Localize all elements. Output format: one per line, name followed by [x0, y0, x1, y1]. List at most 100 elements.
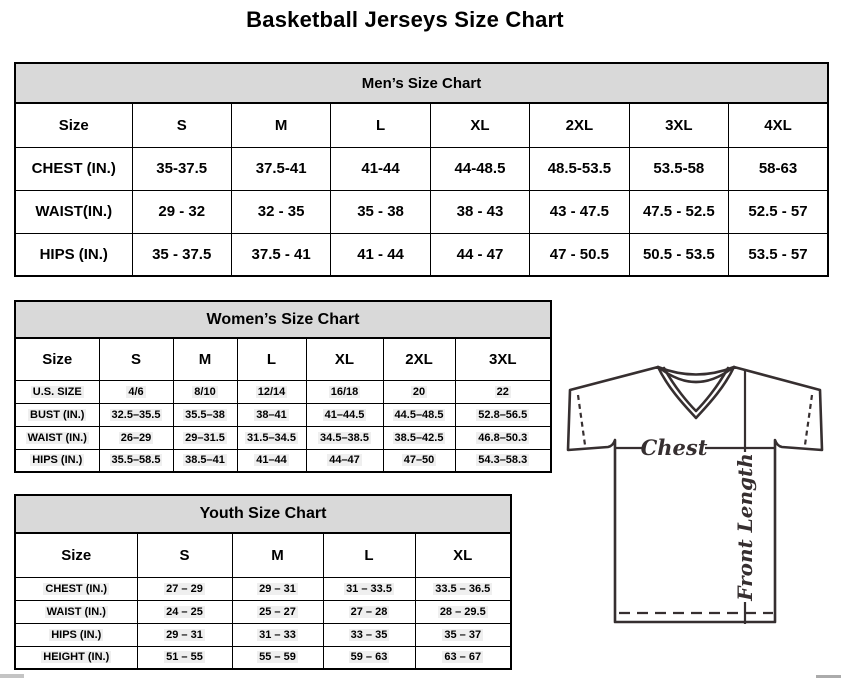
- row-label-text: HIPS (IN.): [49, 628, 104, 641]
- column-header: XL: [305, 337, 384, 381]
- table-cell: 55 – 59: [231, 645, 324, 670]
- column-header: M: [172, 337, 238, 381]
- column-header: S: [136, 532, 233, 578]
- cell-text: 31 – 33.5: [344, 582, 394, 595]
- row-label-text: HIPS (IN.): [30, 454, 85, 467]
- row-label-text: WAIST (IN.): [25, 431, 89, 444]
- page-title: Basketball Jerseys Size Chart: [246, 7, 564, 32]
- collar-inner-v: [662, 366, 730, 413]
- table-cell: 53.5 - 57: [728, 232, 829, 277]
- cell-text: 31 – 33: [257, 628, 298, 641]
- table-row: WAIST (IN.) 24 – 25 25 – 27 27 – 28 28 –…: [14, 599, 512, 624]
- table-cell: 33 – 35: [322, 622, 416, 647]
- table-cell: 29 – 31: [231, 576, 324, 601]
- table-cell: 41 - 44: [330, 232, 431, 277]
- table-cell: 22: [454, 379, 552, 404]
- table-cell: 27 – 29: [136, 576, 233, 601]
- table-cell: 29 – 31: [136, 622, 233, 647]
- row-label-text: HEIGHT (IN.): [41, 651, 112, 664]
- table-row: CHEST (IN.) 27 – 29 29 – 31 31 – 33.5 33…: [14, 576, 512, 601]
- table-row: CHEST (IN.) 35-37.5 37.5-41 41-44 44-48.…: [14, 146, 829, 191]
- table-cell: 44 - 47: [429, 232, 531, 277]
- table-cell: 31 – 33.5: [322, 576, 416, 601]
- table-cell: 32.5–35.5: [98, 402, 174, 427]
- cell-text: 54.3–58.3: [476, 454, 530, 467]
- row-label: HIPS (IN.): [14, 448, 100, 473]
- table-cell: 35-37.5: [131, 146, 232, 191]
- column-header: 2XL: [382, 337, 456, 381]
- cell-text: 25 – 27: [257, 605, 298, 618]
- table-header-band: Men’s Size Chart: [14, 62, 829, 104]
- womens-chart-title: Women’s Size Chart: [14, 300, 552, 339]
- cell-text: 27 – 29: [164, 582, 205, 595]
- table-cell: 50.5 - 53.5: [628, 232, 730, 277]
- column-header: 2XL: [529, 102, 630, 148]
- table-cell: 38.5–41: [172, 448, 238, 473]
- cell-text: 46.8–50.3: [476, 431, 530, 444]
- table-cell: 58-63: [728, 146, 829, 191]
- table-cell: 47–50: [382, 448, 456, 473]
- cell-text: 32.5–35.5: [109, 408, 163, 421]
- column-header: S: [131, 102, 232, 148]
- jersey-measurement-diagram: Chest Front Length: [566, 365, 824, 624]
- size-corner-header: Size: [14, 532, 138, 578]
- column-header-row: Size S M L XL: [14, 532, 512, 578]
- table-cell: 41–44.5: [305, 402, 384, 427]
- table-cell: 31 – 33: [231, 622, 324, 647]
- table-cell: 34.5–38.5: [305, 425, 384, 450]
- cell-text: 16/18: [328, 385, 361, 398]
- column-header: L: [322, 532, 416, 578]
- cell-text: 34.5–38.5: [318, 431, 371, 444]
- cell-text: 38.5–42.5: [392, 431, 446, 444]
- cell-text: 44–47: [327, 454, 362, 467]
- cell-text: 8/10: [192, 385, 218, 398]
- cell-text: 47–50: [401, 454, 437, 467]
- table-cell: 43 - 47.5: [529, 189, 630, 234]
- table-cell: 25 – 27: [231, 599, 324, 624]
- table-header-band: Women’s Size Chart: [14, 300, 552, 339]
- table-cell: 29 - 32: [131, 189, 232, 234]
- table-cell: 53.5-58: [628, 146, 730, 191]
- table-cell: 35 – 37: [414, 622, 512, 647]
- table-cell: 44-48.5: [429, 146, 531, 191]
- table-cell: 4/6: [98, 379, 174, 404]
- table-cell: 37.5 - 41: [230, 232, 332, 277]
- cell-text: 38–41: [254, 408, 289, 421]
- womens-size-chart-table: Women’s Size Chart Size S M L XL 2XL 3XL…: [14, 300, 552, 473]
- cell-text: 12/14: [255, 385, 288, 398]
- horizontal-scrollbar-fragment-left[interactable]: [0, 674, 24, 678]
- table-cell: 33.5 – 36.5: [414, 576, 512, 601]
- table-cell: 41-44: [330, 146, 431, 191]
- table-cell: 52.5 - 57: [728, 189, 829, 234]
- cell-text: 26–29: [118, 431, 154, 444]
- jersey-outline: [566, 365, 824, 624]
- table-row: HEIGHT (IN.) 51 – 55 55 – 59 59 – 63 63 …: [14, 645, 512, 670]
- row-label-text: WAIST (IN.): [44, 605, 108, 618]
- cell-text: 35 – 37: [442, 628, 484, 641]
- table-cell: 16/18: [305, 379, 384, 404]
- row-label-text: CHEST (IN.): [43, 582, 110, 595]
- row-label: HIPS (IN.): [14, 232, 133, 277]
- mens-chart-title: Men’s Size Chart: [14, 62, 829, 104]
- column-header: M: [231, 532, 324, 578]
- column-header: XL: [414, 532, 512, 578]
- table-cell: 63 – 67: [414, 645, 512, 670]
- row-label-text: U.S. SIZE: [30, 385, 84, 398]
- cell-text: 41–44.5: [322, 408, 367, 421]
- row-label: CHEST (IN.): [14, 576, 138, 601]
- row-label-text: BUST (IN.): [28, 408, 87, 421]
- cell-text: 22: [494, 385, 511, 398]
- table-cell: 44–47: [305, 448, 384, 473]
- table-cell: 26–29: [98, 425, 174, 450]
- table-cell: 31.5–34.5: [236, 425, 307, 450]
- table-cell: 12/14: [236, 379, 307, 404]
- table-row: WAIST(IN.) 29 - 32 32 - 35 35 - 38 38 - …: [14, 189, 829, 234]
- table-cell: 29–31.5: [172, 425, 238, 450]
- table-cell: 54.3–58.3: [454, 448, 552, 473]
- cell-text: 29 – 31: [257, 582, 298, 595]
- size-corner-header: Size: [14, 102, 133, 148]
- youth-size-chart-table: Youth Size Chart Size S M L XL CHEST (IN…: [14, 494, 512, 670]
- column-header: L: [330, 102, 431, 148]
- horizontal-scrollbar-fragment-right[interactable]: [816, 675, 841, 678]
- cell-text: 20: [410, 385, 428, 398]
